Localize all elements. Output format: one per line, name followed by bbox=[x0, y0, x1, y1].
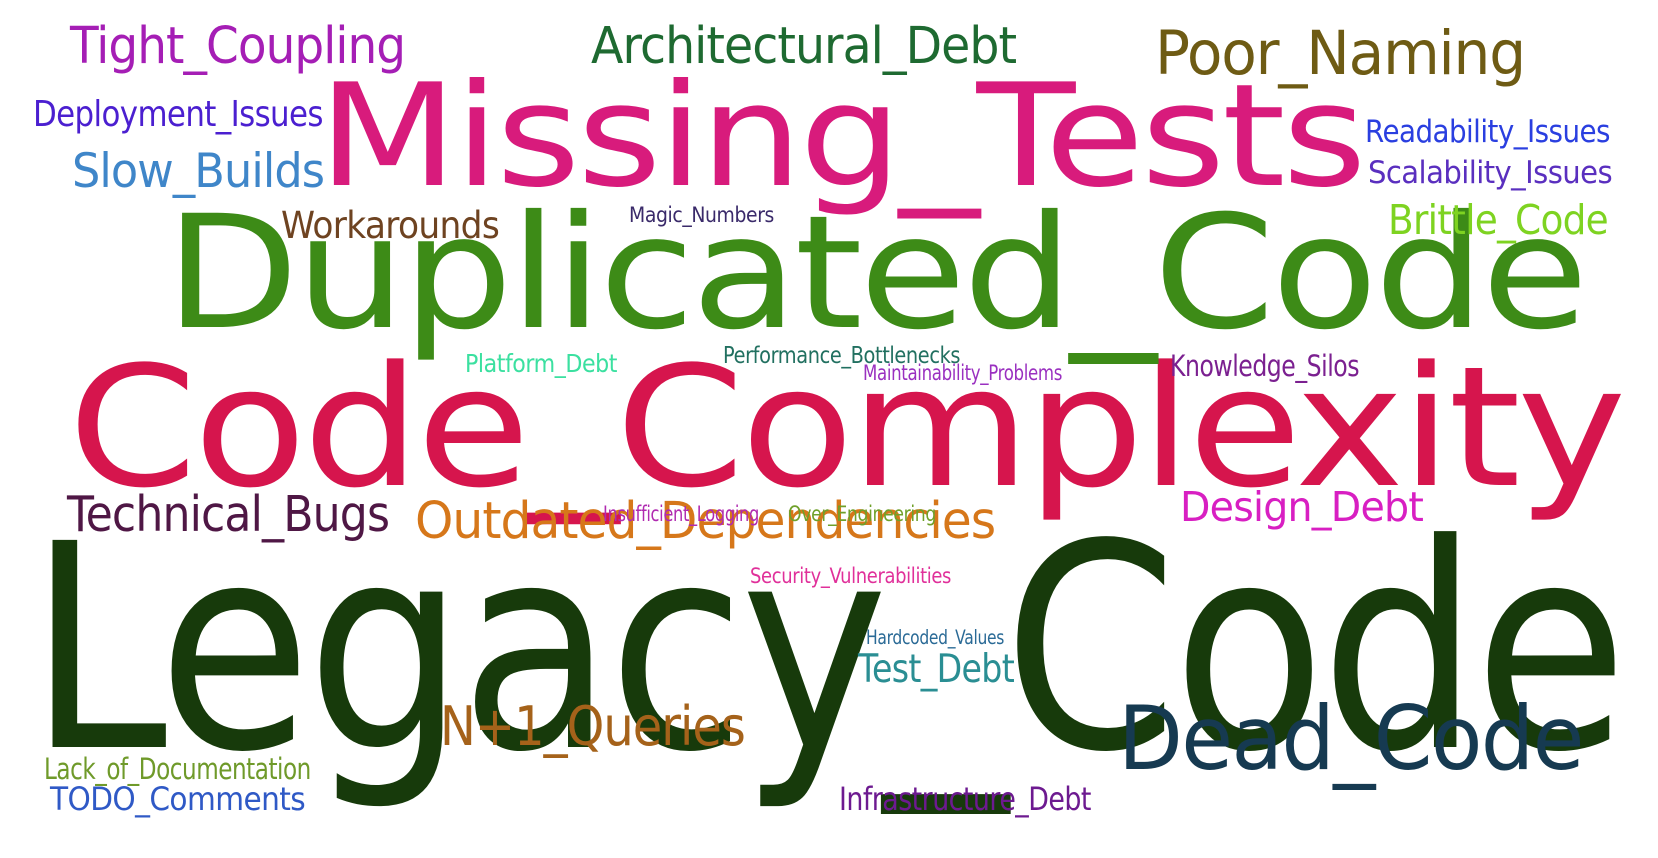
word-scalability-issues: Scalability_Issues bbox=[1368, 155, 1613, 191]
word-performance-bottlenecks: Performance_Bottlenecks bbox=[723, 341, 961, 369]
word-hardcoded-values: Hardcoded_Values bbox=[866, 626, 1005, 649]
word-code-complexity: Code_Complexity bbox=[68, 331, 1627, 525]
word-legacy-code: Legacy_Code bbox=[28, 484, 1628, 815]
word-poor-naming: Poor_Naming bbox=[1155, 19, 1526, 89]
word-insufficient-logging: Insufficient_Logging bbox=[603, 502, 759, 527]
word-outdated-dependencies: Outdated_Dependencies bbox=[415, 492, 996, 551]
word-slow-builds: Slow_Builds bbox=[72, 144, 325, 199]
word-workarounds: Workarounds bbox=[281, 203, 500, 247]
word-missing-tests: Missing_Tests bbox=[318, 53, 1367, 219]
word-security-vulnerabilities: Security_Vulnerabilities bbox=[750, 564, 952, 589]
word-duplicated-code: Duplicated_Code bbox=[165, 181, 1589, 364]
word-knowledge-silos: Knowledge_Silos bbox=[1170, 349, 1360, 383]
word-todo-comments: TODO_Comments bbox=[50, 780, 306, 818]
word-brittle-code: Brittle_Code bbox=[1388, 196, 1609, 244]
word-magic-numbers: Magic_Numbers bbox=[629, 203, 774, 228]
word-lack-of-documentation: Lack_of_Documentation bbox=[44, 752, 311, 786]
word-dead-code: Dead_Code bbox=[1118, 687, 1584, 790]
word-readability-issues: Readability_Issues bbox=[1365, 114, 1610, 150]
word-platform-debt: Platform_Debt bbox=[465, 349, 617, 378]
word-over-engineering: Over_Engineering bbox=[788, 502, 936, 527]
word-maintainability-problems: Maintainability_Problems bbox=[863, 361, 1063, 386]
word-technical-bugs: Technical_Bugs bbox=[67, 486, 390, 543]
word-test-debt: Test_Debt bbox=[858, 647, 1015, 692]
word-architectural-debt: Architectural_Debt bbox=[591, 17, 1017, 76]
word-infrastructure-debt: Infrastructure_Debt bbox=[839, 780, 1091, 818]
word-tight-coupling: Tight_Coupling bbox=[70, 17, 406, 76]
word-deployment-issues: Deployment_Issues bbox=[33, 94, 324, 135]
word-design-debt: Design_Debt bbox=[1180, 483, 1424, 531]
word-n-plus-1-queries: N+1_Queries bbox=[440, 695, 746, 758]
